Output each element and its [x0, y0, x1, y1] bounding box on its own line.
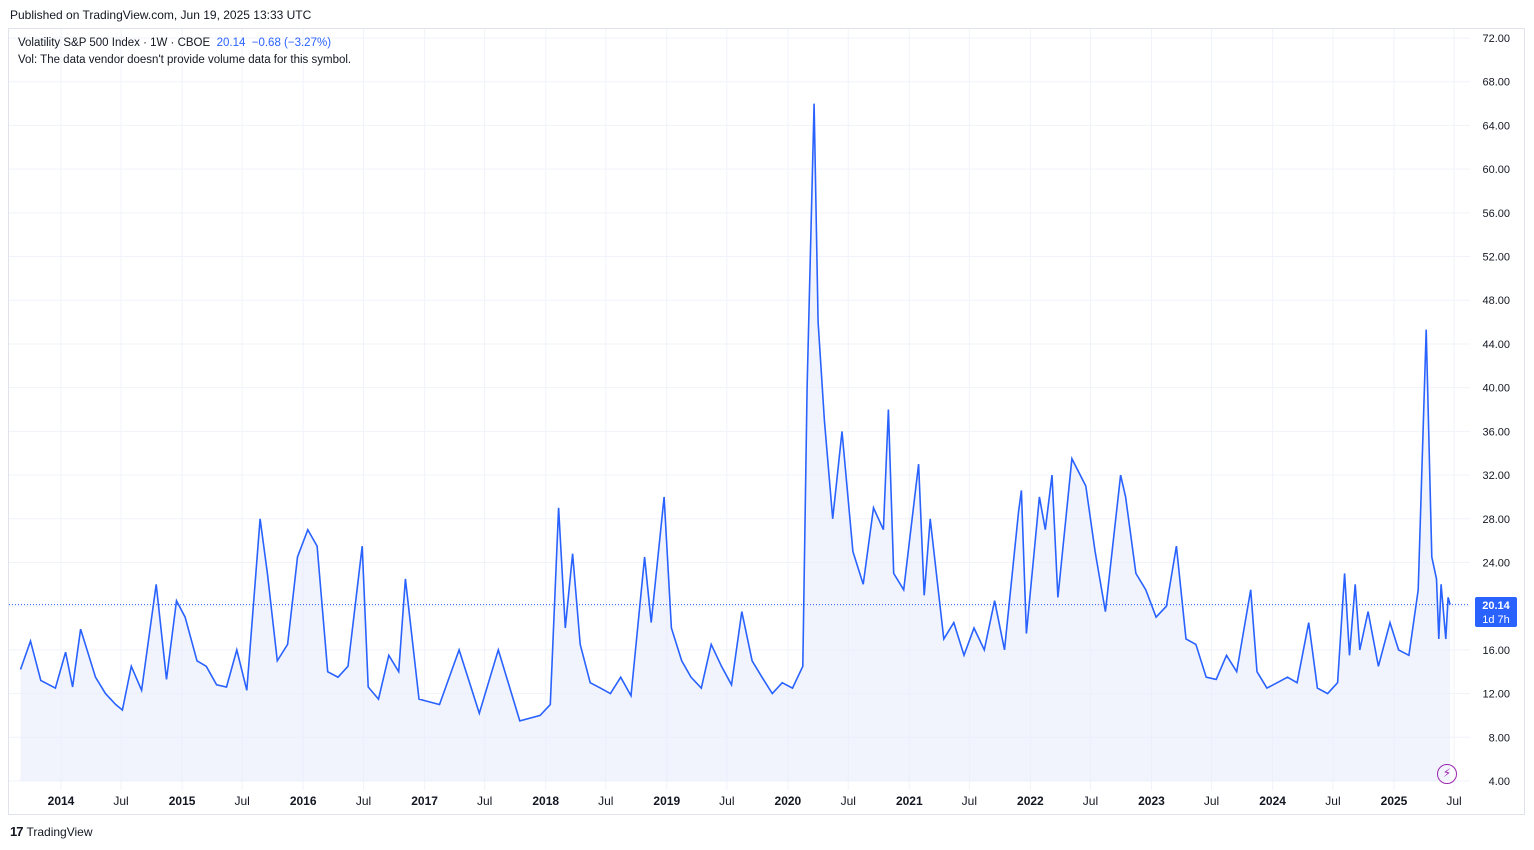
x-tick-label: 2024 — [1259, 794, 1286, 808]
x-axis[interactable]: 2014 Jul 2015 Jul 2016 Jul 2017 Jul 2018 Jul 2019 J… — [48, 794, 1462, 808]
footer-logo-text[interactable]: TradingView — [26, 824, 93, 839]
x-tick-label: 2021 — [896, 794, 923, 808]
legend-value: 20.14 — [216, 37, 246, 49]
x-tick-label: 2015 — [169, 794, 196, 808]
x-tick-label: Jul — [962, 794, 977, 808]
x-tick-label: Jul — [719, 794, 734, 808]
legend-symbol-row[interactable]: Volatility S&P 500 Index · 1W · CBOE 20.… — [18, 35, 351, 52]
y-tick-label: 40.00 — [1482, 383, 1510, 395]
published-header: Published on TradingView.com, Jun 19, 20… — [10, 8, 312, 22]
legend-vol-note: Vol: The data vendor doesn't provide vol… — [18, 54, 352, 66]
price-label-value: 20.14 — [1482, 600, 1510, 612]
y-tick-label: 52.00 — [1482, 252, 1510, 264]
y-tick-label: 8.00 — [1489, 732, 1510, 744]
y-tick-label: 28.00 — [1482, 514, 1510, 526]
y-tick-label: 48.00 — [1482, 295, 1510, 307]
x-tick-label: Jul — [477, 794, 492, 808]
y-tick-label: 24.00 — [1482, 557, 1510, 569]
y-tick-label: 16.00 — [1482, 645, 1510, 657]
price-label: 20.14 1d 7h — [1475, 597, 1517, 627]
x-tick-label: 2017 — [411, 794, 438, 808]
x-tick-label: 2023 — [1138, 794, 1165, 808]
price-label-countdown: 1d 7h — [1482, 614, 1510, 626]
price-label-bg — [1475, 597, 1517, 627]
x-tick-label: Jul — [598, 794, 613, 808]
x-tick-label: 2018 — [532, 794, 559, 808]
y-tick-label: 72.00 — [1482, 33, 1510, 45]
x-tick-label: Jul — [1083, 794, 1098, 808]
x-tick-label: 2016 — [290, 794, 317, 808]
x-tick-label: Jul — [113, 794, 128, 808]
series-area-fill — [20, 103, 1451, 782]
x-tick-label: Jul — [841, 794, 856, 808]
y-tick-label: 68.00 — [1482, 77, 1510, 89]
y-tick-label: 56.00 — [1482, 208, 1510, 220]
x-tick-label: 2020 — [775, 794, 802, 808]
series-line[interactable] — [19, 103, 1451, 722]
x-tick-label: Jul — [1204, 794, 1219, 808]
legend-change: −0.68 (−3.27%) — [251, 37, 332, 49]
legend-symbol[interactable]: Volatility S&P 500 Index · 1W · CBOE — [18, 37, 211, 49]
y-tick-label: 4.00 — [1489, 776, 1510, 788]
y-tick-label: 44.00 — [1482, 339, 1510, 351]
lightning-icon[interactable]: ⚡ — [1437, 764, 1457, 784]
x-tick-label: Jul — [234, 794, 249, 808]
y-tick-label: 12.00 — [1482, 689, 1510, 701]
x-tick-label: 2022 — [1017, 794, 1044, 808]
y-tick-label: 60.00 — [1482, 164, 1510, 176]
y-tick-label: 32.00 — [1482, 470, 1510, 482]
x-tick-label: 2019 — [653, 794, 680, 808]
y-tick-label: 36.00 — [1482, 426, 1510, 438]
y-axis[interactable]: 72.00 68.00 64.00 60.00 56.00 52.00 48.00 44.00… — [1482, 33, 1510, 788]
x-tick-label: Jul — [1446, 794, 1461, 808]
chart-legend: Volatility S&P 500 Index · 1W · CBOE 20.… — [18, 35, 351, 69]
x-tick-label: 2025 — [1381, 794, 1408, 808]
tradingview-logo-icon[interactable]: 17 — [10, 824, 24, 839]
footer: 17 TradingView — [10, 824, 93, 839]
x-tick-label: Jul — [356, 794, 371, 808]
x-tick-label: Jul — [1325, 794, 1340, 808]
x-tick-label: 2014 — [48, 794, 75, 808]
y-tick-label: 64.00 — [1482, 120, 1510, 132]
